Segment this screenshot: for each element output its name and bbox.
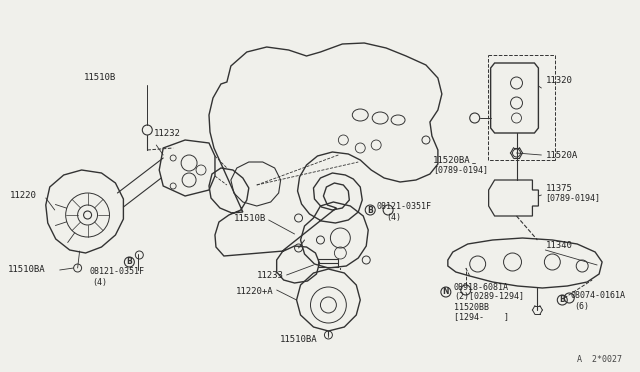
Text: 11510BA: 11510BA bbox=[280, 336, 317, 344]
Text: 08074-0161A: 08074-0161A bbox=[570, 292, 625, 301]
Text: 11233: 11233 bbox=[257, 270, 284, 279]
Text: 11220: 11220 bbox=[10, 190, 37, 199]
Text: 11220+A: 11220+A bbox=[236, 288, 274, 296]
Text: [0789-0194]: [0789-0194] bbox=[433, 166, 488, 174]
Text: B: B bbox=[559, 295, 565, 305]
Text: N: N bbox=[443, 288, 449, 296]
Text: B: B bbox=[367, 205, 373, 215]
Text: 11375: 11375 bbox=[545, 183, 572, 192]
Text: 11232: 11232 bbox=[154, 128, 181, 138]
Text: 11520BB: 11520BB bbox=[454, 302, 489, 311]
Text: 11520BA: 11520BA bbox=[433, 155, 470, 164]
Text: 11510BA: 11510BA bbox=[8, 266, 45, 275]
Text: 11520A: 11520A bbox=[545, 151, 578, 160]
Text: 11320: 11320 bbox=[545, 76, 572, 84]
Text: [0789-0194]: [0789-0194] bbox=[545, 193, 600, 202]
Text: [1294-    ]: [1294- ] bbox=[454, 312, 509, 321]
Text: (4): (4) bbox=[92, 279, 107, 288]
Text: 11510B: 11510B bbox=[83, 73, 116, 82]
Text: 08121-0351F: 08121-0351F bbox=[90, 267, 145, 276]
Text: B: B bbox=[127, 257, 132, 266]
Text: (4): (4) bbox=[386, 212, 401, 221]
Text: 08918-6081A: 08918-6081A bbox=[454, 282, 509, 292]
Text: (2)[0289-1294]: (2)[0289-1294] bbox=[454, 292, 524, 301]
Text: 11510B: 11510B bbox=[234, 214, 266, 222]
Text: A  2*0027: A 2*0027 bbox=[577, 356, 622, 365]
Text: 11340: 11340 bbox=[545, 241, 572, 250]
Text: 08121-0351F: 08121-0351F bbox=[376, 202, 431, 211]
Text: (6): (6) bbox=[574, 301, 589, 311]
